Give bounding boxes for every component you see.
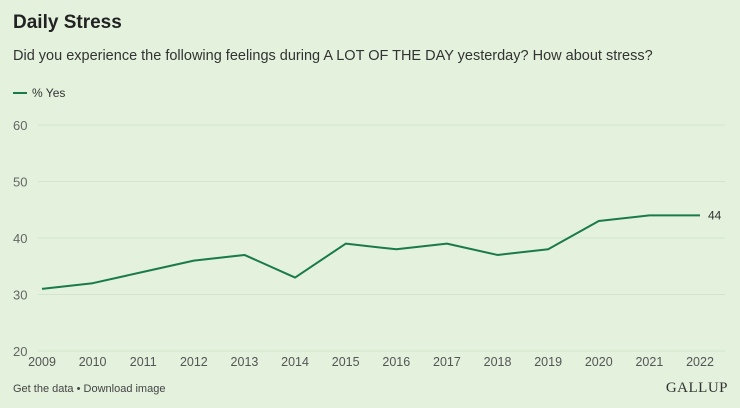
legend-label: % Yes bbox=[32, 86, 66, 100]
x-tick-label: 2020 bbox=[585, 355, 613, 369]
end-data-label: 44 bbox=[708, 208, 722, 222]
series-line bbox=[41, 214, 700, 290]
x-tick-label: 2011 bbox=[130, 355, 157, 369]
x-tick-label: 2009 bbox=[28, 355, 56, 369]
y-tick-label: 60 bbox=[13, 118, 27, 133]
x-tick-label: 2022 bbox=[686, 355, 714, 369]
gallup-logo: GALLUP bbox=[665, 380, 728, 396]
legend-swatch bbox=[13, 92, 27, 94]
y-tick-label: 20 bbox=[13, 344, 27, 359]
x-tick-label: 2012 bbox=[180, 355, 208, 369]
footer: Get the data • Download image bbox=[13, 383, 165, 395]
chart-title: Daily Stress bbox=[13, 12, 122, 33]
x-tick-label: 2013 bbox=[231, 355, 259, 369]
footer-separator: • bbox=[73, 383, 84, 395]
x-tick-label: 2018 bbox=[484, 355, 512, 369]
y-tick-label: 40 bbox=[13, 231, 27, 246]
x-tick-label: 2010 bbox=[79, 355, 107, 369]
y-tick-label: 30 bbox=[13, 288, 27, 303]
get-data-link[interactable]: Get the data bbox=[13, 383, 74, 395]
download-image-link[interactable]: Download image bbox=[83, 383, 166, 395]
x-tick-label: 2016 bbox=[382, 355, 410, 369]
x-tick-label: 2017 bbox=[433, 355, 461, 369]
legend: % Yes bbox=[13, 86, 65, 100]
chart-subtitle: Did you experience the following feeling… bbox=[13, 48, 653, 64]
x-tick-label: 2014 bbox=[281, 355, 309, 369]
y-tick-label: 50 bbox=[13, 175, 27, 190]
x-tick-label: 2019 bbox=[534, 355, 562, 369]
x-tick-label: 2021 bbox=[635, 355, 663, 369]
x-tick-label: 2015 bbox=[332, 355, 360, 369]
